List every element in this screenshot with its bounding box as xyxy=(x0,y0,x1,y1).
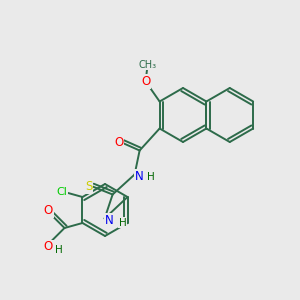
Text: CH₃: CH₃ xyxy=(139,59,157,70)
Text: Cl: Cl xyxy=(56,187,67,197)
Text: O: O xyxy=(114,136,123,149)
Text: N: N xyxy=(135,170,144,183)
Text: H: H xyxy=(119,218,127,227)
Text: O: O xyxy=(44,241,53,254)
Text: N: N xyxy=(105,214,114,227)
Text: O: O xyxy=(141,75,150,88)
Text: S: S xyxy=(85,180,92,193)
Text: O: O xyxy=(44,205,53,218)
Text: H: H xyxy=(55,245,62,255)
Text: H: H xyxy=(147,172,154,182)
